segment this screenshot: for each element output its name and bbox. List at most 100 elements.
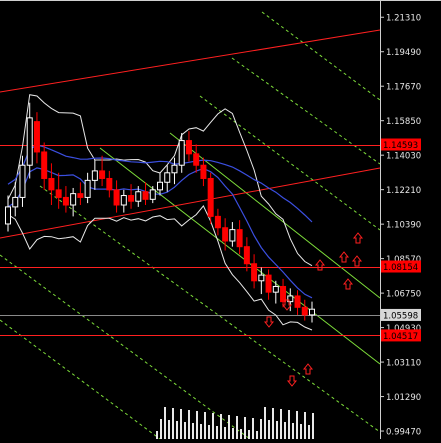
y-tick-label: 1.06750 (386, 290, 421, 300)
price-label-box (381, 260, 421, 273)
channel-line (99, 147, 381, 365)
candle-body (12, 196, 19, 208)
candle-body (91, 170, 98, 181)
price-label-text: 1.05598 (383, 311, 418, 321)
volume-bar (164, 407, 166, 439)
candle-body (120, 195, 127, 206)
candle-body (164, 172, 171, 183)
volume-bar (296, 411, 298, 439)
y-tick-label: 1.04930 (386, 324, 421, 334)
volume-bar (300, 424, 302, 439)
candle-body (171, 164, 178, 174)
volume-bar (244, 417, 246, 439)
candle-body (214, 215, 221, 229)
candle-body (265, 274, 272, 293)
volume-bar (304, 412, 306, 439)
volume-bars (156, 407, 314, 439)
trend-line-middle (0, 167, 381, 239)
bollinger-lower (7, 204, 313, 331)
volume-bar (168, 420, 170, 439)
candle-body (135, 191, 142, 202)
volume-bar (192, 423, 194, 439)
volume-bar (276, 421, 278, 439)
volume-bar (176, 421, 178, 439)
candle-body (229, 229, 236, 242)
candle-body (5, 206, 11, 225)
candle-body (280, 285, 287, 303)
volume-bar (312, 413, 314, 439)
candle-body (26, 117, 33, 166)
volume-bar (272, 408, 274, 439)
candle-body (113, 189, 120, 206)
volume-bar (216, 426, 218, 439)
candle-body (222, 227, 229, 242)
candle-body (309, 308, 315, 316)
candle-body (77, 193, 84, 198)
volume-bar (260, 419, 262, 439)
y-tick-label: 1.17670 (386, 83, 421, 93)
channel-lines (0, 11, 381, 440)
y-tick-label: 1.12210 (386, 186, 421, 196)
channel-line (0, 254, 251, 440)
volume-bar (288, 410, 290, 439)
volume-bar (280, 409, 282, 439)
candle-body (193, 153, 200, 166)
volume-bar (196, 411, 198, 439)
candle-body (243, 246, 250, 265)
volume-bar (268, 420, 270, 439)
up-arrow-icon (342, 278, 354, 290)
candle-body (251, 263, 258, 282)
price-labels: 1.14593 1.08154 1.05598 1.04517 (381, 138, 421, 342)
volume-bar (200, 424, 202, 439)
up-arrow-icon (352, 232, 364, 244)
candle-body (236, 229, 243, 248)
volume-bar (228, 415, 230, 439)
down-arrow-icon (263, 316, 275, 328)
candle-body (41, 151, 48, 179)
volume-bar (240, 429, 242, 439)
candle-body (207, 177, 214, 217)
signal-arrows (263, 232, 364, 387)
volume-bar (256, 431, 258, 439)
y-tick-label: 1.19490 (386, 48, 421, 58)
candle-body (128, 195, 135, 202)
y-tick-label: 1.15850 (386, 117, 421, 127)
candles (5, 102, 315, 323)
price-label-box (381, 138, 421, 151)
volume-bar (292, 423, 294, 439)
candle-body (19, 164, 26, 198)
moving-average-upper (7, 144, 313, 223)
up-arrow-icon (338, 251, 350, 263)
candle-body (33, 121, 40, 153)
volume-bar (284, 422, 286, 439)
candle-body (70, 193, 77, 206)
price-label-box (381, 308, 421, 321)
price-label-text: 1.08154 (383, 263, 418, 273)
candle-body (142, 191, 149, 200)
candle-body (185, 140, 192, 155)
volume-bar (224, 427, 226, 439)
candle-body (99, 170, 106, 179)
y-tick-label: 1.03110 (386, 359, 421, 369)
volume-bar (308, 425, 310, 439)
candle-body (48, 177, 55, 191)
candle-body (301, 306, 308, 316)
volume-bar (208, 425, 210, 439)
candle-body (106, 177, 113, 191)
up-arrow-icon (351, 255, 363, 267)
trend-lines (0, 29, 381, 239)
price-axis: 1.21310 1.19490 1.17670 1.15850 1.14030 1.122… (380, 14, 421, 438)
candle-body (84, 179, 91, 198)
volume-bar (220, 414, 222, 439)
candle-body (62, 196, 69, 206)
volume-bar (180, 409, 182, 439)
up-arrow-icon (314, 259, 326, 271)
down-arrow-icon (281, 299, 293, 311)
candle-body (55, 189, 62, 198)
candle-body (272, 285, 279, 293)
volume-bar (184, 422, 186, 439)
volume-bar (236, 416, 238, 439)
volume-bar (204, 412, 206, 439)
